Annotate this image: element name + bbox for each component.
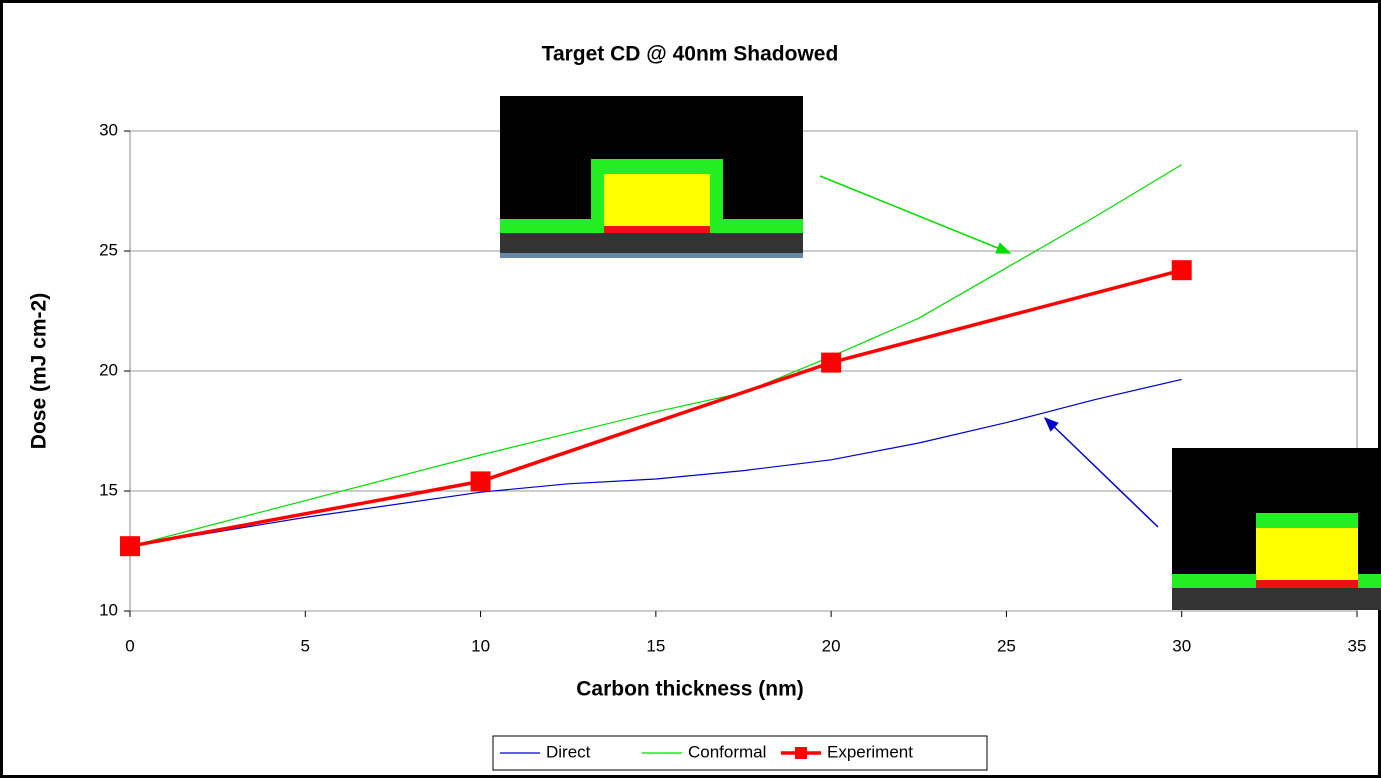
y-tick-label: 10 — [99, 600, 118, 619]
series-line — [129, 164, 1183, 547]
x-axis-label: Carbon thickness (nm) — [576, 678, 804, 701]
y-tick-label: 15 — [99, 480, 118, 499]
chart-title: Target CD @ 40nm Shadowed — [542, 43, 839, 66]
y-tick-label: 25 — [99, 240, 118, 259]
inset-direct — [1172, 448, 1381, 610]
marker — [470, 471, 491, 492]
x-tick-label: 15 — [646, 636, 665, 655]
marker — [821, 352, 842, 373]
x-tick-label: 20 — [822, 636, 841, 655]
x-tick-label: 5 — [301, 636, 310, 655]
series-line — [129, 378, 1182, 547]
x-tick-label: 25 — [997, 636, 1016, 655]
y-tick-label: 20 — [99, 360, 118, 379]
series-line — [129, 268, 1183, 548]
marker — [120, 536, 140, 557]
inset-conformal — [500, 96, 803, 258]
arrow — [819, 175, 1012, 254]
legend-label: Conformal — [688, 742, 766, 761]
legend-items: Direct Conformal Experiment — [500, 742, 913, 761]
y-tick-label: 30 — [99, 120, 118, 139]
y-axis-label: Dose (mJ cm-2) — [28, 293, 51, 449]
legend-label: Direct — [546, 742, 591, 761]
x-tick-label: 10 — [471, 636, 490, 655]
x-tick-label: 30 — [1172, 636, 1191, 655]
legend-marker — [795, 747, 807, 759]
arrow — [1043, 416, 1159, 528]
legend-label: Experiment — [827, 742, 913, 761]
marker — [1171, 260, 1192, 281]
x-tick-label: 35 — [1348, 636, 1367, 655]
legend — [492, 735, 988, 771]
x-tick-label: 0 — [125, 636, 134, 655]
